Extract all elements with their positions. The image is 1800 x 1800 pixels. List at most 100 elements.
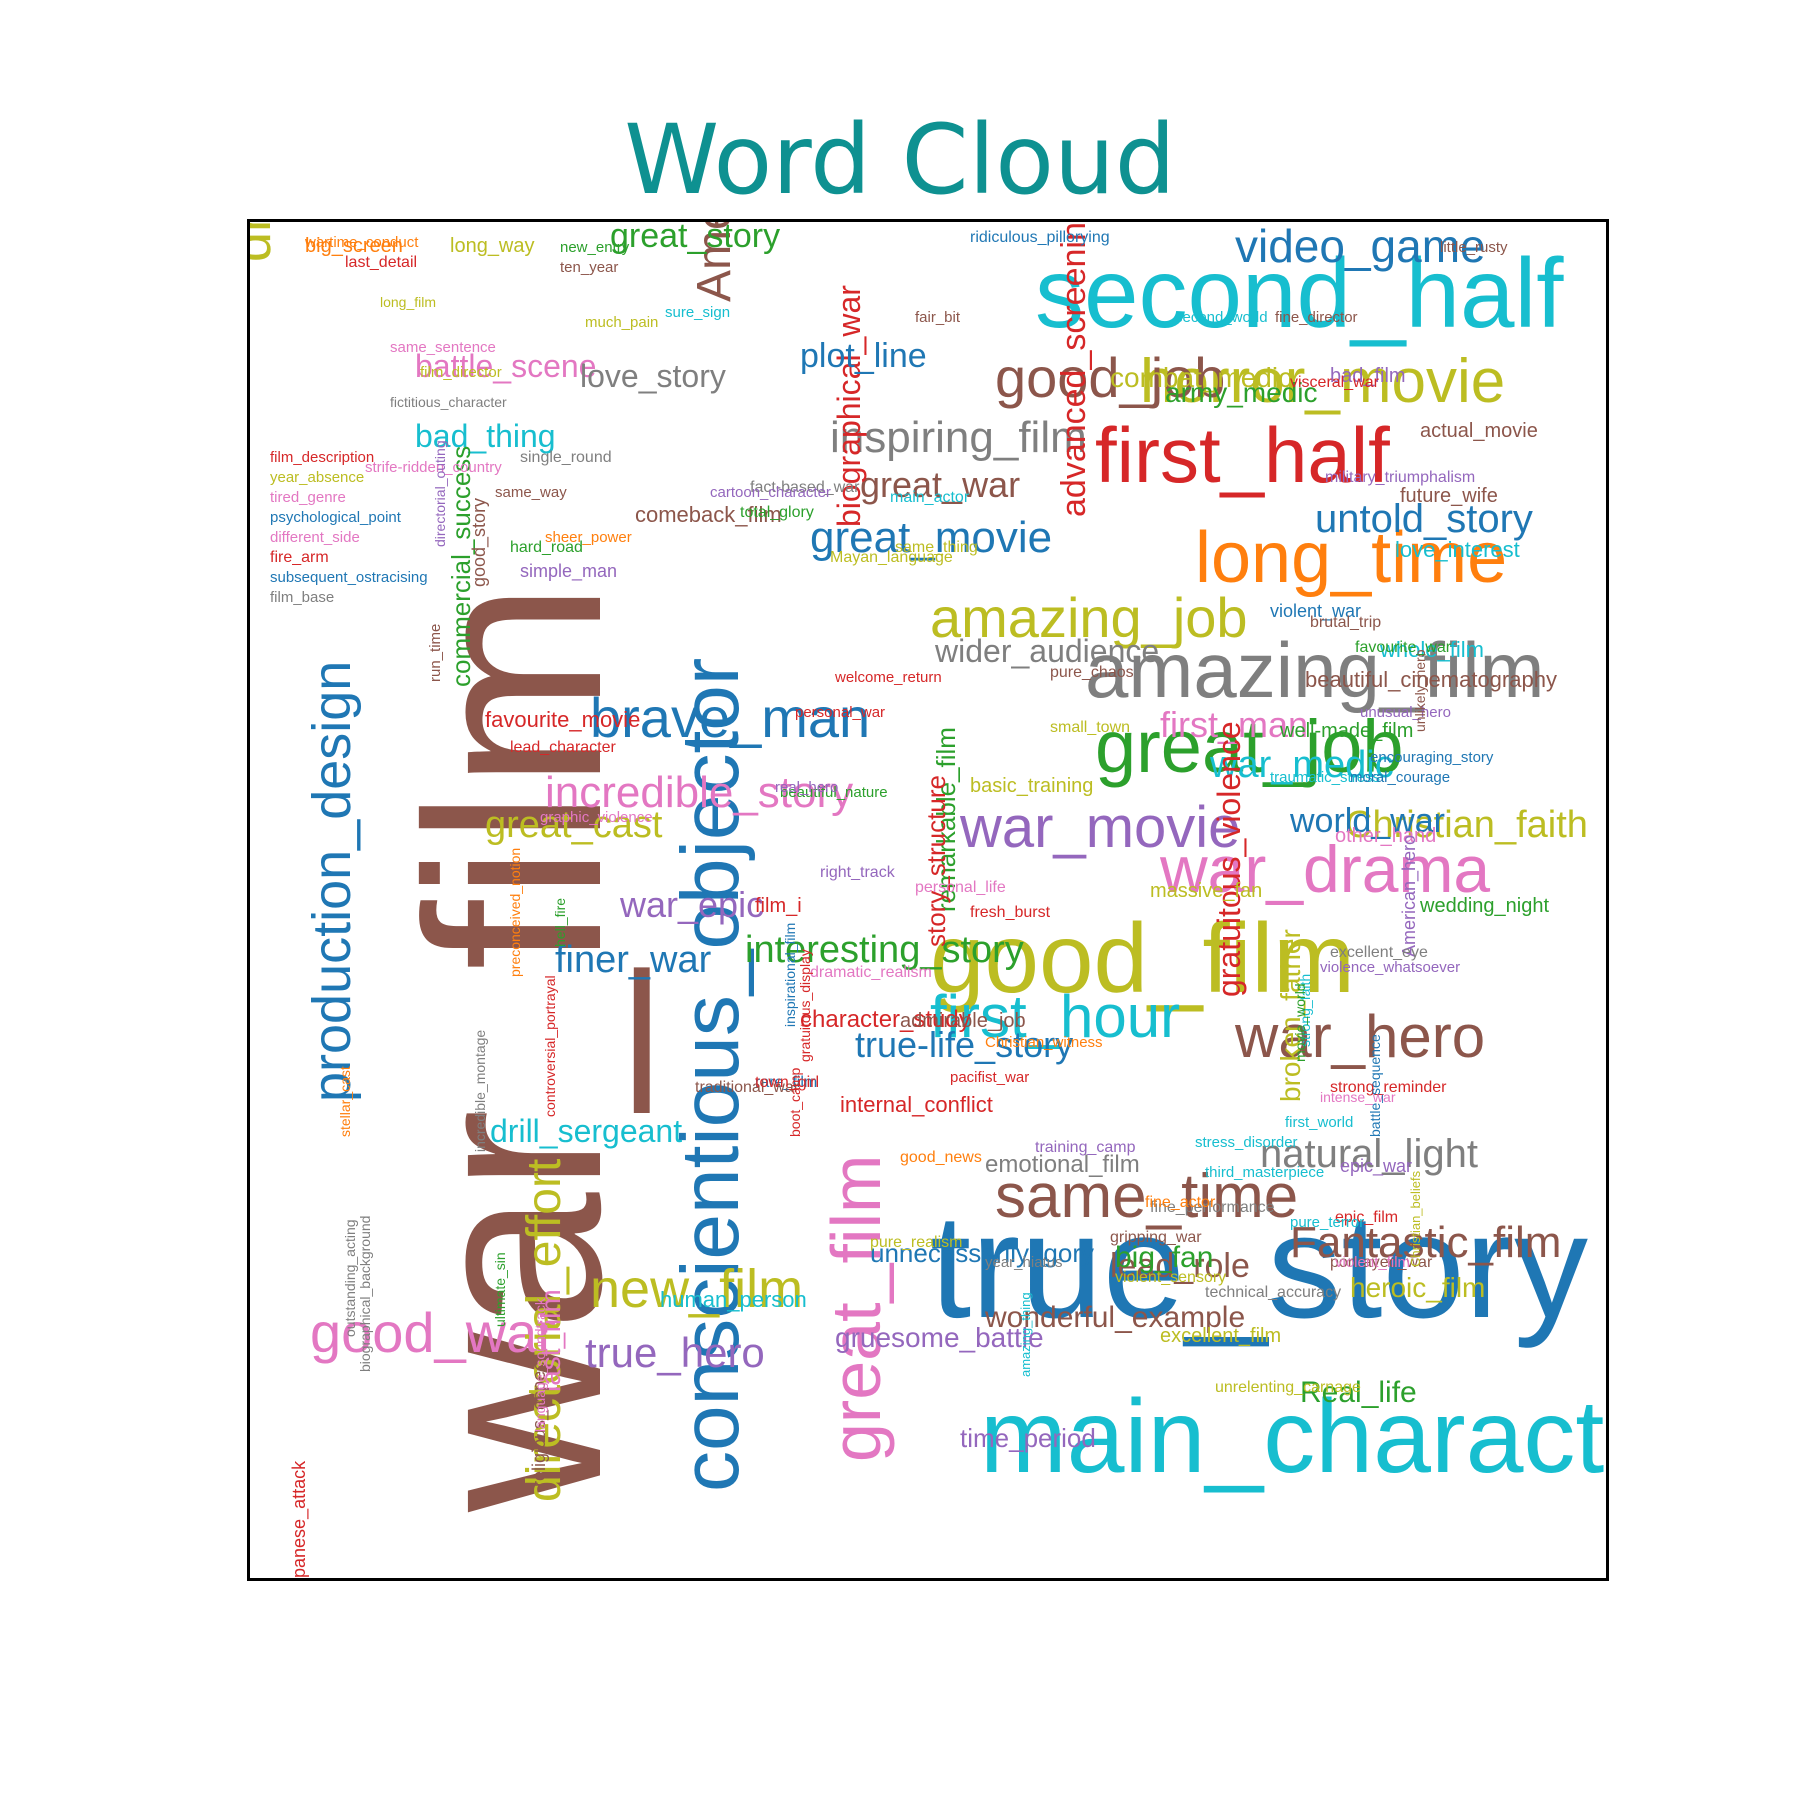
word-biographical-background: biographical_background [357,1216,373,1372]
word-amazing-thing: amazing_thing [1018,1292,1033,1377]
word-wartime-conduct: wartime_conduct [304,234,419,251]
word-great-war: great_war [860,464,1020,505]
word-real-hero: real_hero [775,779,838,796]
word-same-thing: same_thing [895,539,978,556]
word-technical-accuracy: technical_accuracy [1205,1284,1341,1301]
word-american-hero: American_hero [1399,835,1420,957]
word-same-sentence: same_sentence [390,339,496,356]
word-run-time: run_time [427,624,444,682]
word-conscientious-objector: conscientious_objector [665,658,756,1492]
word-last-detail: last_detail [345,254,417,271]
word-character-study: character_study [800,1006,971,1033]
word-whole-film: whole_film [1379,637,1484,662]
word-second-world: second_world [1175,309,1268,326]
word-war-medic: war_medic [1209,744,1394,786]
word-film-base: film_base [270,589,334,606]
word-big-screen: big_screen [305,235,403,257]
word-christian-witness: Christian_witness [985,1034,1103,1051]
word-simple-man: simple_man [520,561,617,582]
word-training-camp: training_camp [1035,1139,1136,1156]
chart-title: Word Cloud [624,104,1176,216]
word-third-masterpiece: third_masterpiece [1205,1164,1324,1181]
word-brutal-trip: brutal_trip [1310,614,1381,631]
word-first-half: first_half [1095,411,1390,499]
word-last-film: last_film [535,1289,566,1392]
word-good-story: good_story [469,498,490,587]
word-moral-courage: moral_courage [1350,769,1450,786]
word-different-side: different_side [270,529,360,546]
word-true-life-story: true-life_story [855,1024,1073,1065]
word-unnecessarily-gory: unnecessarily_gory [870,1238,1094,1268]
word-pacifist-war: pacifist_war [950,1069,1029,1086]
word-strong-faith: strong_faith [1297,974,1313,1047]
word-traditional-war: traditional_war [695,1079,800,1096]
word-controversial-portrayal: controversial_portrayal [542,975,558,1117]
word-battle-scene: battle_scene [415,348,596,384]
word-bad-thing: bad_thing [415,418,556,454]
word-drama-film: drama_film [250,222,282,262]
word-personal-life: personal_life [915,879,1006,896]
word-mayan-language: Mayan_language [830,549,953,566]
word-fair-bit: fair_bit [915,309,961,326]
word-big-fan: big_fan [1115,1241,1213,1274]
word-production-design: production_design [302,661,362,1102]
word-right-track: right_track [820,864,896,881]
word-intense-war: intense_war [1320,1089,1396,1105]
word-pure-realism: pure_realism [870,1234,962,1251]
word-time-period: time_period [960,1423,1096,1453]
word-epic-film: epic_film [1335,1209,1398,1226]
word-wedding-night: wedding_night [1419,895,1549,917]
word-beautiful-nature: beautiful_nature [780,784,888,801]
word-american-history: American_history [688,222,741,302]
word-long-time: long_time [1195,518,1507,598]
word-lead-character: lead_character [510,739,617,756]
word-inspirational-film: inspirational_film [782,923,798,1027]
word-pure-chaos: pure_chaos [1050,664,1134,681]
word-outstanding-acting: outstanding_acting [342,1219,358,1337]
word-cloud-frame: war_film true_story main_character conscien… [247,219,1609,1581]
word-incredible-story: incredible_story [545,768,853,817]
word-war-drama: war_drama [1159,832,1490,906]
word-christian-faith: Christian_faith [1345,804,1588,846]
word-army-medic: army_medic [1165,377,1317,408]
word-long-way: long_way [450,235,535,257]
word-comeback-film: comeback_film [635,502,782,527]
word-future-wife: future_wife [1400,485,1498,507]
word-gratuitous-violence: gratuitous_violence [1211,721,1247,997]
word-actual-movie: actual_movie [1420,420,1538,442]
word-boot-camp: boot_camp [787,1068,803,1137]
word-violent-film: violent_film [1335,1254,1410,1271]
word-excellent-eye: excellent_eye [1330,944,1428,961]
word-film-i: film_i [755,895,802,917]
word-good-job: good_job [995,346,1225,409]
word-commercial-success: commercial_success [446,446,476,687]
word-great-story: great_story [610,222,780,255]
word-same-way: same_way [495,484,567,501]
word-japanese-attack: Japanese_attack [289,1460,310,1578]
word-wider-audience: wider_audience [934,633,1159,669]
word-fact-based-war: fact-based_war [750,479,860,496]
word-first-world: first_world [1285,1114,1353,1131]
word-language-soundtrack: language_soundtrack [532,1297,548,1432]
word-violence-whatsoever: violence_whatsoever [1320,959,1460,976]
word-great-cast: great_cast [485,804,663,846]
word-cartoon-character: cartoon_character [710,484,831,501]
word-emotional-film: emotional_film [985,1151,1140,1178]
word-town-girl: town_girl [755,1074,819,1091]
word-drill-sergeant: drill_sergeant [490,1113,682,1149]
word-plot-line: plot_line [800,337,927,375]
word-visceral-war: visceral_war [1290,374,1380,391]
word-hell-fire: hell_fire [552,898,568,947]
word-lead-role: lead_role [1110,1247,1250,1285]
word-year-hiatus: year_hiatus [985,1254,1063,1271]
word-combat-medic: combat_medic [1110,362,1292,393]
word-film-director: film_director [420,364,502,381]
word-real-life: Real_life [1300,1376,1417,1409]
word-psychological-point: psychological_point [270,509,402,526]
word-brave-man: brave_man [590,686,870,749]
word-sheer-power: sheer_power [545,529,632,546]
word-long-film: long_film [380,294,436,310]
word-encouraging-story: encouraging_story [1370,749,1494,766]
word-true-story: true_story [930,1184,1588,1349]
word-new-entry: new_entry [560,239,630,256]
